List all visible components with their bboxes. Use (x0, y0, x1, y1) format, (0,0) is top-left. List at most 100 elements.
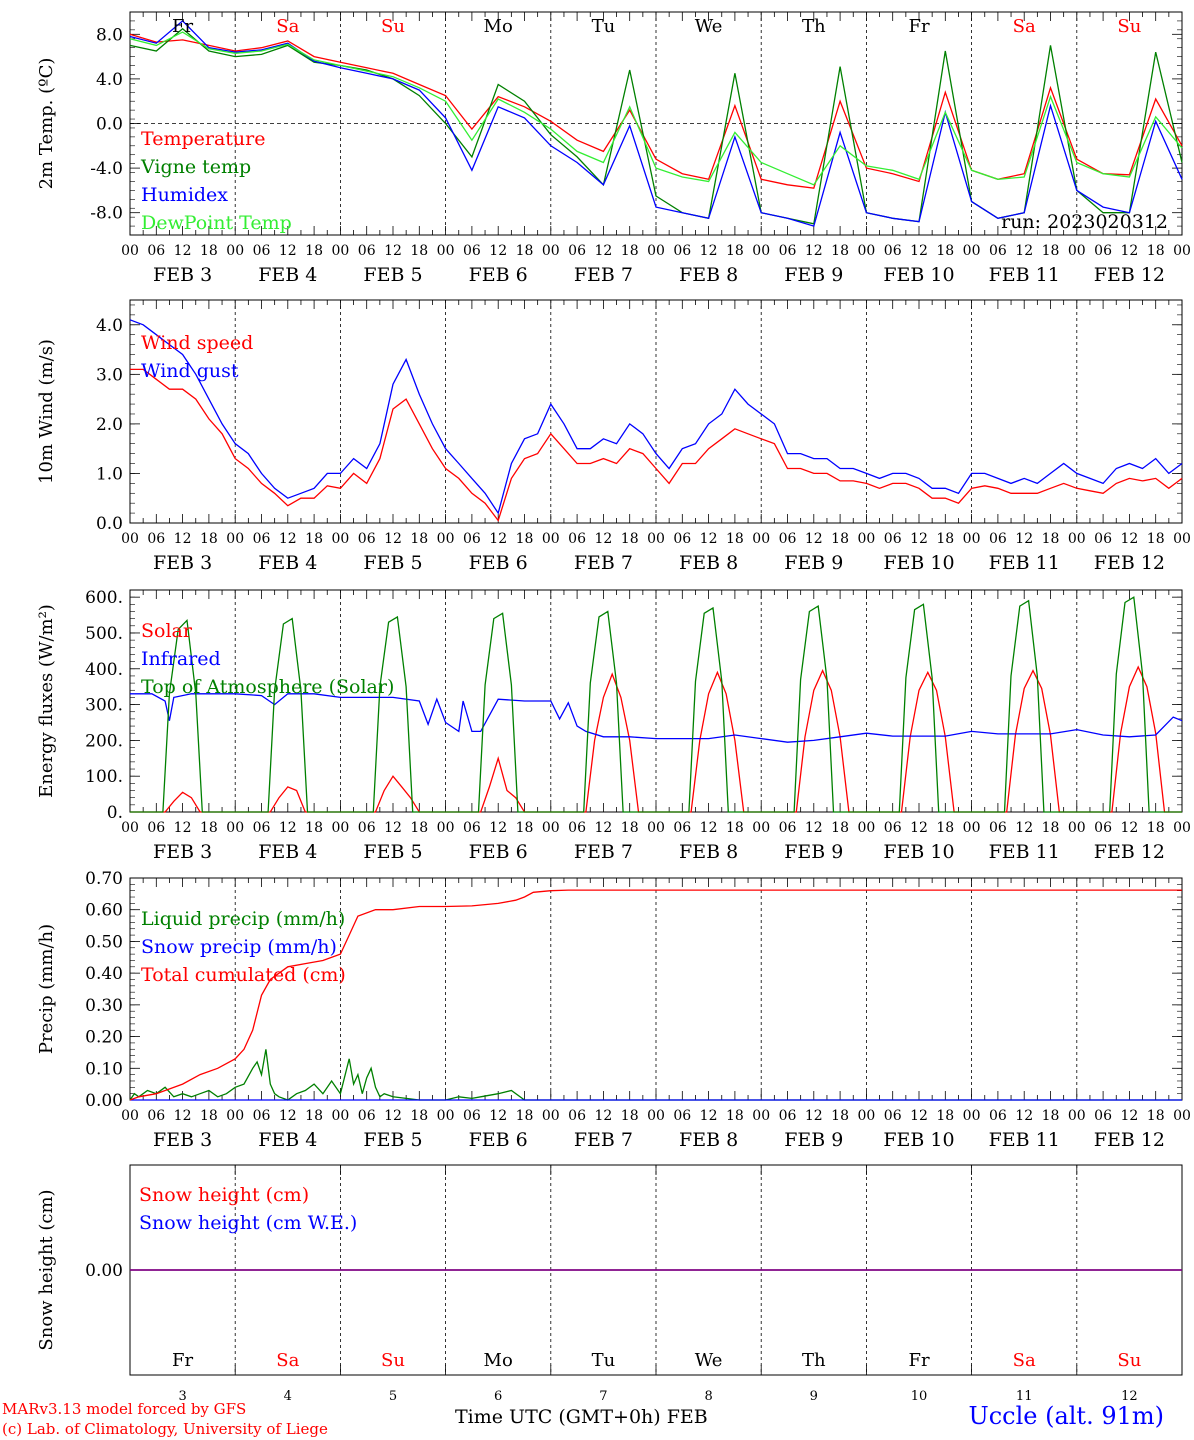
panel1-weekday-label: Su (1117, 16, 1141, 37)
panel2-hour-tick-label: 00 (1068, 531, 1086, 547)
panel1-date-label: FEB 5 (363, 264, 422, 286)
panel2-hour-tick-label: 12 (174, 531, 192, 547)
panel1-weekday-label: Sa (276, 16, 299, 37)
panel4-y-tick-label: 0.40 (85, 964, 123, 984)
panel1-date-label: FEB 7 (574, 264, 633, 286)
panel2-hour-tick-label: 06 (1094, 531, 1112, 547)
panel4-hour-tick-label: 00 (542, 1108, 560, 1124)
panel1-hour-tick-label: 12 (700, 243, 718, 259)
panel1-legend-entry: Humidex (141, 184, 228, 206)
panel2-hour-tick-label: 12 (1120, 531, 1138, 547)
panel3-y-axis-label: Energy fluxes (W/m²) (36, 604, 57, 798)
panel1-y-tick-label: -8.0 (90, 204, 123, 224)
panel4-date-label: FEB 10 (883, 1129, 954, 1151)
panel1-hour-tick-label: 18 (831, 243, 849, 259)
panel4-hour-tick-label: 12 (700, 1108, 718, 1124)
panel1-hour-tick-label: 06 (989, 243, 1007, 259)
panel4-hour-tick-label: 18 (936, 1108, 954, 1124)
panel1-legend-entry: Temperature (141, 128, 265, 150)
panel3-hour-tick-label: 18 (1042, 820, 1060, 836)
panel4-hour-tick-label: 18 (621, 1108, 639, 1124)
panel1-series-line (129, 31, 1183, 186)
panel3-hour-tick-label: 06 (884, 820, 902, 836)
panel2-hour-tick-label: 18 (516, 531, 534, 547)
panel3-hour-tick-label: 00 (226, 820, 244, 836)
panel1-hour-tick-label: 18 (1147, 243, 1165, 259)
panel1-hour-tick-label: 12 (279, 243, 297, 259)
panel4-date-label: FEB 8 (679, 1129, 738, 1151)
panel1-date-label: FEB 8 (679, 264, 738, 286)
panel1-weekday-label: Th (802, 16, 826, 37)
panel3-hour-tick-label: 00 (752, 820, 770, 836)
panel2-hour-tick-label: 12 (279, 531, 297, 547)
panel3-hour-tick-label: 00 (1173, 820, 1191, 836)
panel1-y-axis-label: 2m Temp. (ºC) (36, 58, 57, 190)
panel4-hour-tick-label: 06 (779, 1108, 797, 1124)
panel2-y-tick-label: 1.0 (96, 464, 123, 484)
panel4-hour-tick-label: 00 (331, 1108, 349, 1124)
panel4-date-label: FEB 9 (784, 1129, 843, 1151)
station-label: Uccle (alt. 91m) (968, 1402, 1164, 1430)
panel3-hour-tick-label: 12 (174, 820, 192, 836)
panel3-hour-tick-label: 18 (200, 820, 218, 836)
panel2-y-tick-label: 0.0 (96, 514, 123, 534)
panel2-date-label: FEB 9 (784, 552, 843, 574)
panel1-weekday-label: Sa (1013, 16, 1036, 37)
panel2-y-axis-label: 10m Wind (m/s) (36, 339, 57, 484)
panel5-weekday-label: Sa (276, 1350, 299, 1371)
panel3-hour-tick-label: 00 (542, 820, 560, 836)
panel4-hour-tick-label: 12 (279, 1108, 297, 1124)
panel3-hour-tick-label: 12 (279, 820, 297, 836)
panel4-hour-tick-label: 12 (805, 1108, 823, 1124)
panel2-hour-tick-label: 00 (226, 531, 244, 547)
panel3-hour-tick-label: 18 (621, 820, 639, 836)
panel2-hour-tick-label: 18 (1042, 531, 1060, 547)
panel3-y-tick-label: 0. (107, 803, 123, 823)
panel3-hour-tick-label: 00 (331, 820, 349, 836)
panel4-hour-tick-label: 18 (831, 1108, 849, 1124)
panel2-y-tick-label: 3.0 (96, 365, 123, 385)
panel1-weekday-label: Mo (484, 16, 513, 37)
panel5-day-number-label: 9 (810, 1389, 818, 1404)
panel2-hour-tick-label: 00 (121, 531, 139, 547)
panel4-legend-entry: Total cumulated (cm) (141, 964, 346, 986)
panel4-hour-tick-label: 12 (489, 1108, 507, 1124)
panel1-legend-entry: DewPoint Temp (141, 212, 292, 234)
panel1-hour-tick-label: 00 (542, 243, 560, 259)
panel3-hour-tick-label: 12 (700, 820, 718, 836)
panel4-hour-tick-label: 00 (1068, 1108, 1086, 1124)
panel3-date-label: FEB 7 (574, 841, 633, 863)
panel4-hour-tick-label: 18 (1042, 1108, 1060, 1124)
panel4-date-label: FEB 6 (469, 1129, 528, 1151)
panel5-weekday-label: Su (1117, 1350, 1141, 1371)
panel3-date-label: FEB 12 (1094, 841, 1165, 863)
panel1-hour-tick-label: 00 (226, 243, 244, 259)
model-credit-line1: MARv3.13 model forced by GFS (2, 1400, 247, 1418)
panel4-date-label: FEB 7 (574, 1129, 633, 1151)
panel4-hour-tick-label: 06 (1094, 1108, 1112, 1124)
panel2-legend-entry: Wind speed (141, 332, 253, 354)
panel3-y-tick-label: 500. (85, 624, 123, 644)
panel1-hour-tick-label: 12 (1015, 243, 1033, 259)
panel4-hour-tick-label: 00 (226, 1108, 244, 1124)
panel1-hour-tick-label: 18 (1042, 243, 1060, 259)
panel4-date-label: FEB 11 (989, 1129, 1060, 1151)
panel2-hour-tick-label: 18 (936, 531, 954, 547)
panel4-hour-tick-label: 06 (673, 1108, 691, 1124)
panel3-hour-tick-label: 00 (647, 820, 665, 836)
panel3-hour-tick-label: 00 (857, 820, 875, 836)
panel2-hour-tick-label: 06 (779, 531, 797, 547)
panel3-date-label: FEB 8 (679, 841, 738, 863)
panel1-y-tick-label: -4.0 (90, 159, 123, 179)
panel4-hour-tick-label: 12 (1120, 1108, 1138, 1124)
panel2-hour-tick-label: 12 (594, 531, 612, 547)
panel4-date-label: FEB 4 (258, 1129, 317, 1151)
panel3-hour-tick-label: 18 (726, 820, 744, 836)
panel2-series-line (130, 368, 1183, 522)
panel3-date-label: FEB 5 (363, 841, 422, 863)
x-axis-label: Time UTC (GMT+0h) FEB (455, 1406, 708, 1428)
panel1-hour-tick-label: 06 (147, 243, 165, 259)
panel2-hour-tick-label: 06 (989, 531, 1007, 547)
panel4-date-label: FEB 3 (153, 1129, 212, 1151)
panel2-date-label: FEB 5 (363, 552, 422, 574)
